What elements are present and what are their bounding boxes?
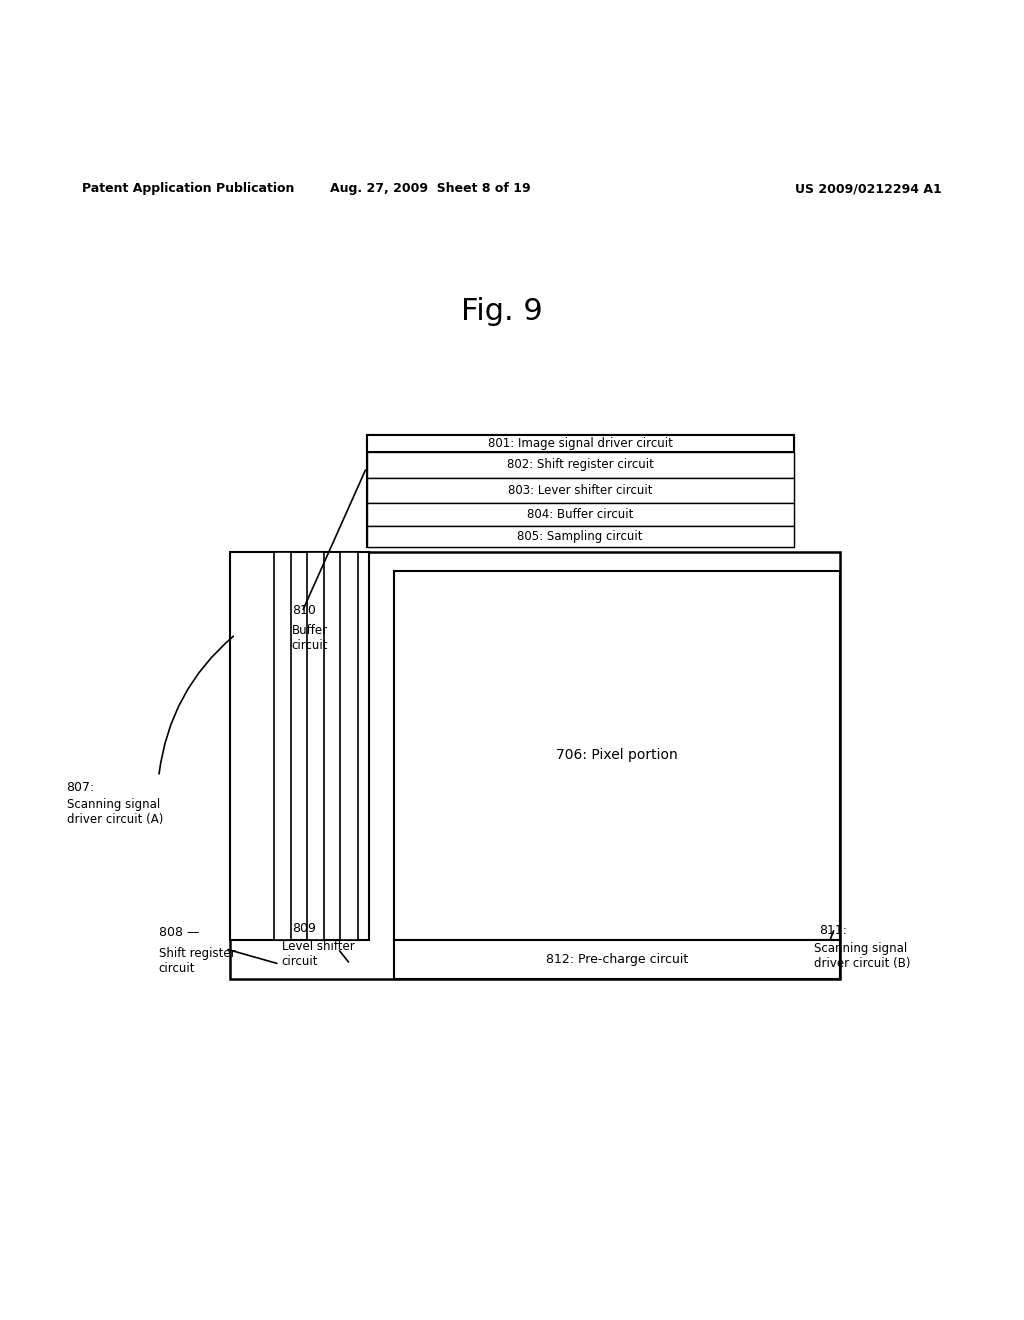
Text: Patent Application Publication: Patent Application Publication [82,182,294,195]
Text: 807:: 807: [67,781,95,793]
Bar [367,478,794,503]
Text: Shift register
circuit: Shift register circuit [159,946,236,974]
Bar [340,553,358,940]
Bar [230,553,369,940]
Text: 803: Lever shifter circuit: 803: Lever shifter circuit [508,484,652,498]
Text: 805: Sampling circuit: 805: Sampling circuit [517,531,643,543]
Bar [394,940,840,979]
Bar [230,553,840,979]
Text: 804: Buffer circuit: 804: Buffer circuit [527,508,633,521]
Text: 801: Image signal driver circuit: 801: Image signal driver circuit [487,437,673,450]
Bar [367,453,794,478]
Bar [367,503,794,525]
Bar [274,553,291,940]
Bar [367,525,794,548]
Text: 810: 810 [292,603,315,616]
Bar [394,572,840,940]
Text: Level shifter
circuit: Level shifter circuit [282,940,354,968]
Text: Aug. 27, 2009  Sheet 8 of 19: Aug. 27, 2009 Sheet 8 of 19 [330,182,530,195]
Text: Fig. 9: Fig. 9 [461,297,543,326]
Bar [367,434,794,453]
Text: Scanning signal
driver circuit (B): Scanning signal driver circuit (B) [814,941,910,970]
Text: Buffer
circuit: Buffer circuit [292,624,329,652]
Text: 809: 809 [292,923,315,935]
Text: US 2009/0212294 A1: US 2009/0212294 A1 [796,182,942,195]
Bar [307,553,324,940]
Text: 808 —: 808 — [159,927,200,940]
Text: 802: Shift register circuit: 802: Shift register circuit [507,458,653,471]
Bar [367,434,794,548]
Text: 811:: 811: [819,924,847,937]
Text: Scanning signal
driver circuit (A): Scanning signal driver circuit (A) [67,799,163,826]
Text: 706: Pixel portion: 706: Pixel portion [556,748,678,762]
Text: 812: Pre-charge circuit: 812: Pre-charge circuit [546,953,688,966]
